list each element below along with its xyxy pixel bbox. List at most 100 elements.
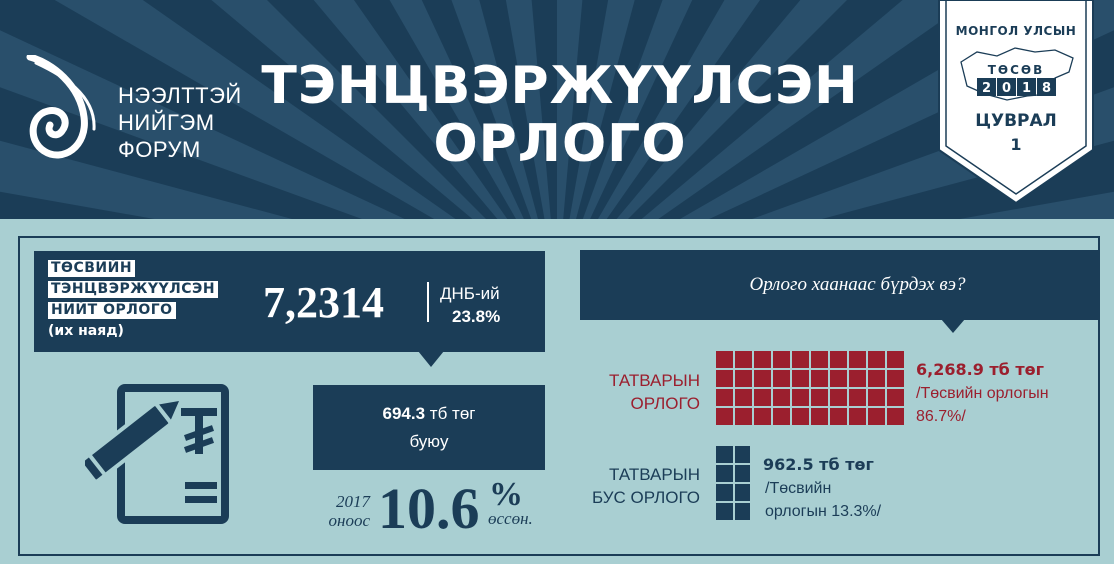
sunburst-rays — [0, 0, 1114, 219]
tax-waffle-cell — [754, 389, 771, 406]
sunburst-ray — [313, 0, 508, 219]
tax-waffle-cell — [830, 351, 847, 368]
question-pointer — [941, 319, 965, 333]
tax-income-label-1: ТАТВАРЫН — [609, 371, 700, 390]
non-tax-income-label-2: БУС ОРЛОГО — [591, 488, 700, 507]
sunburst-ray — [557, 0, 583, 219]
badge-series: ЦУВРАЛ — [975, 111, 1057, 131]
question-box — [580, 250, 1100, 320]
tax-income-amount: 6,268.9 тб төг — [916, 360, 1045, 379]
org-name-line-1: НЭЭЛТТЭЙ — [118, 83, 242, 108]
sunburst-ray — [641, 0, 972, 219]
tax-waffle-cell — [792, 351, 809, 368]
growth-year-block: 2017 оноос — [310, 492, 370, 530]
tax-waffle-cell — [735, 389, 752, 406]
tax-waffle-cell — [830, 370, 847, 387]
tax-income-share-2: 86.7%/ — [916, 408, 966, 425]
org-name-line-2: НИЙГЭМ — [118, 110, 215, 135]
tax-waffle-cell — [735, 351, 752, 368]
tax-waffle-cell — [811, 408, 828, 425]
document-pen-icon — [85, 384, 229, 524]
content-panel — [18, 236, 1100, 556]
tax-waffle-cell — [849, 408, 866, 425]
growth-percent: 10.6 — [378, 476, 480, 541]
growth-amount: 694.3 тб төг — [313, 404, 545, 424]
badge-number: 1 — [1010, 135, 1022, 154]
non-tax-waffle-cell — [716, 446, 733, 463]
non-tax-waffle-cell — [735, 446, 750, 463]
growth-box — [313, 385, 545, 470]
gdp-value: 23.8% — [452, 307, 501, 326]
sunburst-ray — [0, 140, 293, 219]
tax-waffle-cell — [773, 351, 790, 368]
badge-year-digit: 2 — [982, 81, 991, 96]
balanced-income-label-3: НИЙТ ОРЛОГО — [48, 302, 176, 319]
tax-waffle-cell — [735, 408, 752, 425]
tax-waffle-cell — [716, 370, 733, 387]
non-tax-waffle-cell — [735, 503, 750, 520]
tugrik-sign-icon — [181, 408, 217, 454]
tax-waffle-cell — [868, 389, 885, 406]
tax-waffle-cell — [716, 389, 733, 406]
header-banner — [0, 0, 1114, 219]
badge-year-cell — [1017, 78, 1036, 96]
sunburst-ray — [505, 0, 551, 219]
tax-income-share-1: /Төсвийн орлогын — [916, 385, 1049, 402]
tax-waffle-cell — [811, 389, 828, 406]
sunburst-ray — [0, 30, 405, 219]
tax-waffle-cell — [754, 351, 771, 368]
sunburst-ray — [959, 191, 1114, 219]
tax-waffle-cell — [716, 408, 733, 425]
badge-year-cell — [1037, 78, 1056, 96]
tax-waffle-cell — [754, 408, 771, 425]
badge-country: МОНГОЛ УЛСЫН — [955, 24, 1077, 38]
tax-waffle-cell — [792, 389, 809, 406]
growth-amount-value: 694.3 — [382, 404, 426, 423]
sunburst-ray — [616, 0, 848, 219]
sunburst-ray — [582, 0, 693, 219]
spiral-logo-icon — [26, 55, 96, 159]
tax-waffle-cell — [868, 351, 885, 368]
balanced-income-value: 7,2314 — [263, 278, 384, 327]
gdp-label: ДНБ-ий — [440, 284, 500, 303]
badge-year-cell — [977, 78, 996, 96]
balanced-income-pointer — [418, 351, 444, 367]
page-title-line-1: ТЭНЦВЭРЖҮҮЛСЭН — [261, 56, 859, 116]
non-tax-waffle-cell — [716, 503, 733, 520]
badge-year-digit: 8 — [1042, 81, 1051, 96]
tax-waffle-cell — [887, 408, 904, 425]
tax-waffle-cell — [849, 370, 866, 387]
growth-grew: өссөн. — [488, 509, 533, 528]
badge-budget: ТӨСӨВ — [987, 63, 1045, 77]
growth-percent-sign: % — [489, 476, 523, 513]
tax-waffle-cell — [887, 351, 904, 368]
tax-waffle-cell — [716, 351, 733, 368]
tax-waffle-cell — [792, 370, 809, 387]
balanced-income-label-2: ТЭНЦВЭРЖҮҮЛСЭН — [48, 281, 219, 298]
sunburst-ray — [597, 0, 761, 219]
tax-income-waffle — [716, 351, 904, 425]
sunburst-ray — [54, 0, 456, 219]
sunburst-ray — [569, 0, 635, 219]
tax-waffle-cell — [830, 389, 847, 406]
badge-year-cell — [997, 78, 1016, 96]
sunburst-ray — [389, 0, 524, 219]
tax-waffle-cell — [735, 370, 752, 387]
non-tax-income-amount: 962.5 тб төг — [763, 455, 874, 474]
badge-year-digit: 0 — [1002, 81, 1011, 96]
tax-waffle-cell — [792, 408, 809, 425]
tax-waffle-cell — [830, 408, 847, 425]
balanced-income-label-1: ТӨСВИЙН — [48, 260, 136, 277]
tax-waffle-cell — [754, 370, 771, 387]
tax-income-label-2: ОРЛОГО — [630, 394, 700, 413]
tax-waffle-cell — [849, 351, 866, 368]
org-name-line-3: ФОРУМ — [118, 137, 201, 162]
page-title-line-2: ОРЛОГО — [433, 114, 687, 174]
tax-waffle-cell — [887, 389, 904, 406]
tax-waffle-cell — [849, 389, 866, 406]
badge-year-digit: 1 — [1022, 81, 1031, 96]
non-tax-income-share-2: орлогын 13.3%/ — [765, 503, 882, 520]
non-tax-income-waffle — [716, 446, 750, 520]
tax-waffle-cell — [868, 370, 885, 387]
